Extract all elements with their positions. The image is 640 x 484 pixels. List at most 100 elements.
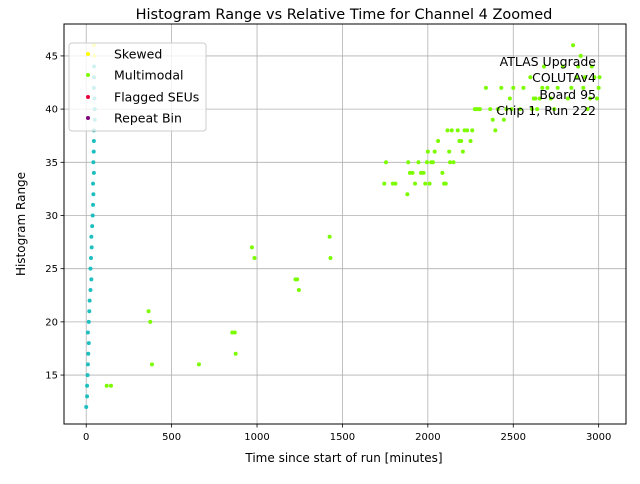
- data-point-multimodal: [578, 53, 583, 58]
- data-point-normal: [86, 341, 91, 346]
- data-point-multimodal: [501, 117, 506, 122]
- x-axis-label: Time since start of run [minutes]: [244, 451, 442, 465]
- data-point-multimodal: [427, 181, 432, 186]
- legend-marker-repeat-bin: [86, 116, 90, 120]
- y-tick-label: 30: [45, 211, 58, 222]
- data-point-multimodal: [576, 64, 581, 69]
- data-point-multimodal: [436, 139, 441, 144]
- data-point-multimodal: [537, 96, 542, 101]
- axis-ticks: 0 500 1000 1500 2000 2500 3000 15 20 25 30 35 40 45: [45, 51, 611, 443]
- legend-label-skewed: Skewed: [114, 47, 162, 62]
- data-point-multimodal: [465, 128, 470, 133]
- data-point-multimodal: [405, 192, 410, 197]
- data-point-multimodal: [594, 96, 599, 101]
- data-point-multimodal: [511, 85, 516, 90]
- data-point-multimodal: [146, 309, 151, 314]
- data-point-normal: [89, 277, 94, 282]
- data-point-multimodal: [296, 287, 301, 292]
- data-point-multimodal: [393, 181, 398, 186]
- data-point-multimodal: [571, 43, 576, 48]
- data-point-normal: [88, 256, 93, 261]
- data-point-multimodal: [565, 96, 570, 101]
- data-point-multimodal: [430, 160, 435, 165]
- data-point-multimodal: [455, 128, 460, 133]
- data-point-normal: [86, 319, 91, 324]
- data-point-multimodal: [460, 149, 465, 154]
- data-point-normal: [91, 170, 96, 175]
- data-point-normal: [90, 213, 95, 218]
- y-tick-label: 15: [45, 371, 58, 382]
- data-point-multimodal: [569, 85, 574, 90]
- data-point-multimodal: [445, 128, 450, 133]
- data-point-multimodal: [149, 362, 154, 367]
- legend-label-repeat-bin: Repeat Bin: [114, 111, 182, 126]
- data-point-multimodal: [440, 170, 445, 175]
- data-point-multimodal: [459, 139, 464, 144]
- legend-label-flagged-seus: Flagged SEUs: [114, 90, 199, 105]
- data-point-multimodal: [509, 107, 514, 112]
- data-point-normal: [91, 149, 96, 154]
- data-point-multimodal: [518, 107, 523, 112]
- data-point-normal: [88, 287, 93, 292]
- data-point-multimodal: [483, 85, 488, 90]
- x-tick-label: 1000: [244, 432, 269, 443]
- data-point-multimodal: [560, 64, 565, 69]
- legend: Skewed Multimodal Flagged SEUs Repeat Bi…: [68, 42, 207, 132]
- data-point-multimodal: [233, 351, 238, 356]
- data-point-normal: [85, 362, 90, 367]
- data-point-multimodal: [589, 64, 594, 69]
- x-tick-label: 1500: [330, 432, 355, 443]
- data-point-multimodal: [468, 139, 473, 144]
- legend-marker-skewed: [86, 52, 90, 56]
- y-tick-label: 25: [45, 264, 58, 275]
- data-point-multimodal: [504, 107, 509, 112]
- data-point-normal: [85, 394, 90, 399]
- grid: [64, 24, 626, 424]
- data-point-multimodal: [424, 160, 429, 165]
- data-point-normal: [91, 202, 96, 207]
- data-point-multimodal: [490, 117, 495, 122]
- data-point-multimodal: [383, 160, 388, 165]
- data-point-multimodal: [443, 181, 448, 186]
- data-point-multimodal: [495, 107, 500, 112]
- data-point-multimodal: [581, 85, 586, 90]
- data-point-multimodal: [423, 181, 428, 186]
- annotation-line-3: Board 95: [539, 87, 596, 102]
- legend-marker-flagged-seus: [86, 95, 90, 99]
- data-point-multimodal: [542, 64, 547, 69]
- data-point-multimodal: [540, 85, 545, 90]
- data-point-normal: [91, 139, 96, 144]
- data-point-multimodal: [488, 107, 493, 112]
- data-point-multimodal: [148, 319, 153, 324]
- data-point-multimodal: [249, 245, 254, 250]
- data-point-multimodal: [574, 75, 579, 80]
- x-tick-label: 0: [83, 432, 89, 443]
- data-point-multimodal: [449, 128, 454, 133]
- annotation-line-1: ATLAS Upgrade: [500, 54, 597, 69]
- data-point-multimodal: [108, 383, 113, 388]
- data-point-multimodal: [252, 256, 257, 261]
- annotation-line-4: Chip 1, Run 222: [496, 103, 596, 118]
- annotation-line-2: COLUTAv4: [532, 70, 596, 85]
- data-point-normal: [87, 309, 92, 314]
- y-tick-label: 40: [45, 105, 58, 116]
- data-point-multimodal: [470, 128, 475, 133]
- legend-label-multimodal: Multimodal: [114, 68, 183, 83]
- data-point-multimodal: [548, 96, 553, 101]
- data-point-multimodal: [413, 181, 418, 186]
- data-point-normal: [91, 160, 96, 165]
- data-point-multimodal: [196, 362, 201, 367]
- data-point-multimodal: [499, 85, 504, 90]
- legend-marker-multimodal: [86, 73, 90, 77]
- data-point-normal: [84, 404, 89, 409]
- data-point-multimodal: [555, 85, 560, 90]
- data-point-multimodal: [425, 149, 430, 154]
- data-point-multimodal: [585, 107, 590, 112]
- data-point-normal: [85, 373, 90, 378]
- data-point-normal: [85, 330, 90, 335]
- data-point-multimodal: [530, 107, 535, 112]
- data-point-multimodal: [328, 256, 333, 261]
- data-point-multimodal: [406, 160, 411, 165]
